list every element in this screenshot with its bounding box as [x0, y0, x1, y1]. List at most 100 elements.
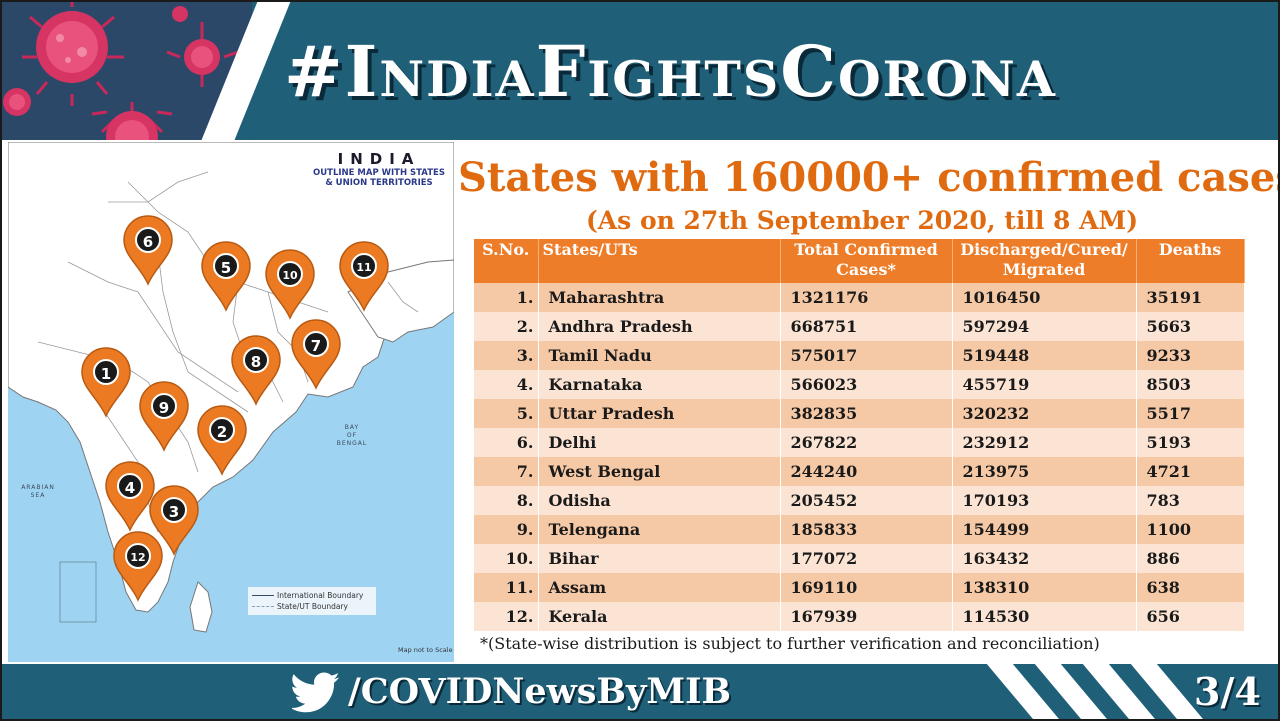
arabian-sea-label: ARABIAN SEA — [21, 484, 55, 499]
twitter-bird-icon — [292, 672, 340, 713]
map-scale-note: Map not to Scale — [398, 646, 453, 654]
cell-discharged: 232912 — [952, 428, 1137, 457]
coronavirus-image — [2, 2, 252, 140]
table-header-row: S.No. States/UTs Total Confirmed Cases* D… — [474, 239, 1245, 283]
bay-of-bengal-label: BAY OF BENGAL — [336, 424, 368, 447]
cell-deaths: 886 — [1136, 544, 1245, 573]
cell-state: Odisha — [538, 486, 781, 515]
header-banner: #IndiaFightsCorona — [2, 2, 1278, 140]
footer-banner: /COVIDNewsByMIB 3/4 — [2, 664, 1278, 719]
map-subtitle-line2: & UNION TERRITORIES — [325, 178, 433, 188]
cell-deaths: 35191 — [1136, 283, 1245, 312]
cell-discharged: 170193 — [952, 486, 1137, 515]
twitter-handle[interactable]: /COVIDNewsByMIB — [292, 670, 731, 714]
cell-deaths: 4721 — [1136, 457, 1245, 486]
table-row: 6. Delhi 267822 232912 5193 — [474, 428, 1245, 457]
cell-total: 575017 — [780, 341, 953, 370]
table-row: 10. Bihar 177072 163432 886 — [474, 544, 1245, 573]
legend-state: State/UT Boundary — [252, 601, 372, 612]
table-row: 2. Andhra Pradesh 668751 597294 5663 — [474, 312, 1245, 341]
table-row: 5. Uttar Pradesh 382835 320232 5517 — [474, 399, 1245, 428]
cell-state: Karnataka — [538, 370, 781, 399]
cell-total: 169110 — [780, 573, 953, 602]
map-title: INDIA — [337, 150, 421, 168]
table-row: 7. West Bengal 244240 213975 4721 — [474, 457, 1245, 486]
cell-state: West Bengal — [538, 457, 781, 486]
cell-sno: 3. — [474, 341, 539, 370]
cell-state: Telengana — [538, 515, 781, 544]
cell-deaths: 656 — [1136, 602, 1245, 631]
map-title-block: INDIA OUTLINE MAP WITH STATES & UNION TE… — [308, 150, 450, 188]
table-row: 4. Karnataka 566023 455719 8503 — [474, 370, 1245, 399]
cell-sno: 1. — [474, 283, 539, 312]
map-pin-4: 4 — [102, 460, 158, 532]
map-subtitle-line1: OUTLINE MAP WITH STATES — [313, 168, 445, 178]
cell-sno: 4. — [474, 370, 539, 399]
page-title: States with 160000+ confirmed cases — [458, 154, 1280, 201]
cell-total: 244240 — [780, 457, 953, 486]
map-legend: International Boundary State/UT Boundary — [248, 587, 376, 615]
cell-discharged: 597294 — [952, 312, 1137, 341]
cell-discharged: 1016450 — [952, 283, 1137, 312]
cell-deaths: 1100 — [1136, 515, 1245, 544]
cell-total: 205452 — [780, 486, 953, 515]
page-number: 3/4 — [1194, 669, 1261, 714]
cell-total: 382835 — [780, 399, 953, 428]
cell-sno: 2. — [474, 312, 539, 341]
header-state: States/UTs — [538, 239, 781, 283]
hashtag-title: #IndiaFightsCorona — [284, 30, 1057, 113]
map-pin-11: 11 — [336, 240, 392, 312]
cell-state: Tamil Nadu — [538, 341, 781, 370]
cell-state: Assam — [538, 573, 781, 602]
cell-deaths: 5193 — [1136, 428, 1245, 457]
cell-discharged: 320232 — [952, 399, 1137, 428]
map-pin-9: 9 — [136, 380, 192, 452]
cell-state: Delhi — [538, 428, 781, 457]
cell-discharged: 519448 — [952, 341, 1137, 370]
footnote: *(State-wise distribution is subject to … — [480, 634, 1100, 653]
page-subtitle: (As on 27th September 2020, till 8 AM) — [585, 206, 1139, 235]
cell-sno: 11. — [474, 573, 539, 602]
table-row: 8. Odisha 205452 170193 783 — [474, 486, 1245, 515]
cell-total: 1321176 — [780, 283, 953, 312]
cell-total: 566023 — [780, 370, 953, 399]
header-deaths: Deaths — [1136, 239, 1245, 283]
cell-discharged: 455719 — [952, 370, 1137, 399]
cell-discharged: 213975 — [952, 457, 1137, 486]
map-pin-2: 2 — [194, 404, 250, 476]
table-row: 1. Maharashtra 1321176 1016450 35191 — [474, 283, 1245, 312]
map-pin-7: 7 — [288, 318, 344, 390]
table-row: 3. Tamil Nadu 575017 519448 9233 — [474, 341, 1245, 370]
header-total: Total Confirmed Cases* — [780, 239, 953, 283]
cell-sno: 10. — [474, 544, 539, 573]
cell-total: 267822 — [780, 428, 953, 457]
table-row: 9. Telengana 185833 154499 1100 — [474, 515, 1245, 544]
legend-international: International Boundary — [252, 590, 372, 601]
cell-state: Kerala — [538, 602, 781, 631]
cell-discharged: 154499 — [952, 515, 1137, 544]
cell-sno: 9. — [474, 515, 539, 544]
map-pin-1: 1 — [78, 346, 134, 418]
cell-sno: 7. — [474, 457, 539, 486]
virus-illustration — [2, 2, 252, 140]
cell-state: Uttar Pradesh — [538, 399, 781, 428]
cell-deaths: 638 — [1136, 573, 1245, 602]
cell-deaths: 9233 — [1136, 341, 1245, 370]
cell-sno: 5. — [474, 399, 539, 428]
table-row: 12. Kerala 167939 114530 656 — [474, 602, 1245, 631]
cell-deaths: 8503 — [1136, 370, 1245, 399]
cell-total: 185833 — [780, 515, 953, 544]
map-pin-12: 12 — [110, 530, 166, 602]
cell-discharged: 114530 — [952, 602, 1137, 631]
india-map: INDIA OUTLINE MAP WITH STATES & UNION TE… — [8, 142, 454, 662]
cell-state: Andhra Pradesh — [538, 312, 781, 341]
cell-deaths: 783 — [1136, 486, 1245, 515]
cell-sno: 8. — [474, 486, 539, 515]
cell-deaths: 5517 — [1136, 399, 1245, 428]
cell-sno: 12. — [474, 602, 539, 631]
map-pin-10: 10 — [262, 248, 318, 320]
cell-sno: 6. — [474, 428, 539, 457]
table-row: 11. Assam 169110 138310 638 — [474, 573, 1245, 602]
cell-state: Maharashtra — [538, 283, 781, 312]
